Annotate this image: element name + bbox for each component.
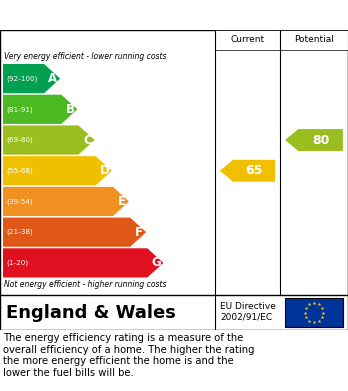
Text: England & Wales: England & Wales [6,303,176,321]
Text: Very energy efficient - lower running costs: Very energy efficient - lower running co… [4,52,166,61]
Polygon shape [220,160,275,182]
Text: F: F [135,226,143,239]
Text: D: D [100,164,109,177]
Text: 80: 80 [312,134,329,147]
Polygon shape [3,156,112,185]
Text: The energy efficiency rating is a measure of the
overall efficiency of a home. T: The energy efficiency rating is a measur… [3,333,254,378]
Text: Potential: Potential [294,36,334,45]
Text: (55-68): (55-68) [6,167,33,174]
Text: (39-54): (39-54) [6,198,33,205]
Polygon shape [3,64,60,93]
Text: Current: Current [230,36,264,45]
Polygon shape [3,95,77,124]
Polygon shape [3,217,146,247]
Text: 65: 65 [245,164,263,177]
Text: (1-20): (1-20) [6,260,28,266]
Text: (21-38): (21-38) [6,229,33,235]
Bar [285,298,343,327]
Text: Not energy efficient - higher running costs: Not energy efficient - higher running co… [4,280,166,289]
Polygon shape [285,129,343,151]
Text: (92-100): (92-100) [6,75,37,82]
Text: (81-91): (81-91) [6,106,33,113]
Bar [280,30,348,50]
Polygon shape [3,126,95,155]
Text: A: A [48,72,57,85]
Polygon shape [3,187,129,216]
Text: G: G [151,256,161,269]
Text: B: B [66,103,75,116]
Text: C: C [83,134,92,147]
Polygon shape [3,248,164,278]
Bar [215,30,280,50]
Text: EU Directive
2002/91/EC: EU Directive 2002/91/EC [220,302,276,321]
Text: Energy Efficiency Rating: Energy Efficiency Rating [10,7,231,23]
Text: (69-80): (69-80) [6,137,33,143]
Text: E: E [118,195,126,208]
